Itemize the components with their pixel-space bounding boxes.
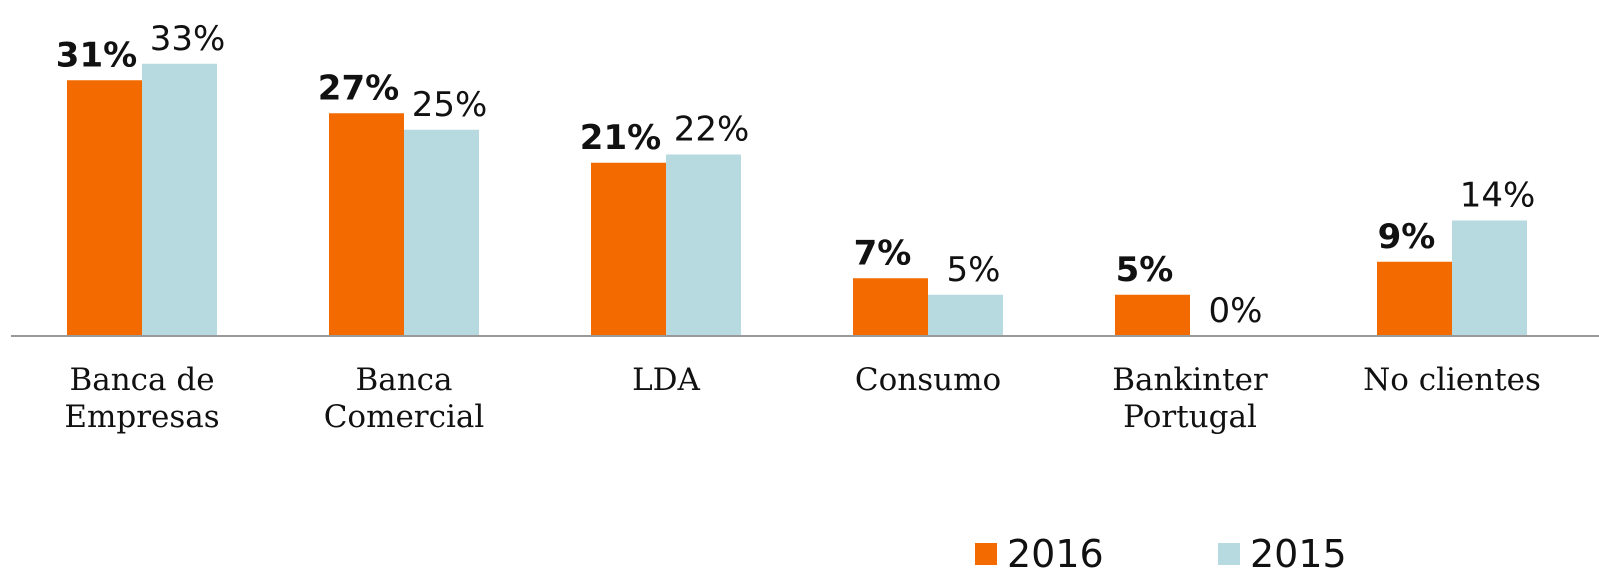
value-label: 33% [150,19,226,59]
x-tick-label: Bankinter Portugal [1112,362,1268,435]
value-label: 14% [1460,176,1536,216]
bar [142,63,217,336]
value-label: 5% [947,250,1001,290]
value-label: 0% [1209,291,1263,331]
bar [591,162,666,336]
value-label: 22% [674,110,750,150]
x-tick-label: No clientes [1363,362,1541,398]
bar [928,294,1003,336]
value-label: 9% [1378,217,1436,257]
x-tick-label: Consumo [854,362,1002,398]
x-tick-label: Banca Comercial [323,362,485,435]
value-label: 31% [56,35,137,75]
legend-swatch [975,543,997,565]
bar [1452,220,1527,336]
bar [1115,294,1190,336]
value-label: 27% [318,68,399,108]
value-label: 5% [1116,250,1174,290]
x-tick-label: Banca de Empresas [64,362,220,435]
bar [404,129,479,336]
value-label: 25% [412,85,488,125]
bar [853,278,928,336]
bar [666,154,741,336]
value-label: 21% [580,118,661,158]
bar [67,80,142,336]
value-label: 7% [854,233,912,273]
legend-swatch [1218,543,1240,565]
legend-label: 2015 [1250,532,1347,576]
x-tick-label: LDA [632,362,700,398]
bar [329,113,404,336]
bar [1377,261,1452,336]
legend-label: 2016 [1007,532,1104,576]
